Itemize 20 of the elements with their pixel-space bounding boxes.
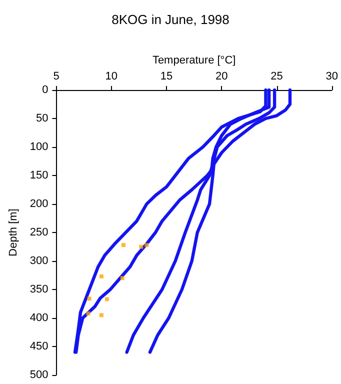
y-tick-label: 50 <box>36 112 48 124</box>
x-tick-label: 5 <box>53 70 60 82</box>
y-tick-label: 300 <box>30 255 48 267</box>
x-tick-label: 10 <box>105 70 118 82</box>
x-tick-label: 20 <box>216 70 228 82</box>
x-tick-label: 25 <box>270 70 283 82</box>
y-tick-label: 0 <box>42 84 48 96</box>
chart-title: 8KOG in June, 1998 <box>112 12 230 27</box>
x-tick-label: 30 <box>326 70 338 82</box>
y-axis-title: Depth [m] <box>8 208 20 256</box>
y-tick-label: 350 <box>30 284 48 296</box>
y-tick-label: 250 <box>30 226 48 238</box>
y-tick-label: 100 <box>30 141 48 153</box>
y-tick-label: 150 <box>30 170 48 182</box>
y-tick-label: 500 <box>30 369 48 381</box>
x-tick-label: 15 <box>160 70 173 82</box>
y-tick-label: 450 <box>30 340 48 352</box>
y-tick-label: 400 <box>30 312 48 324</box>
y-tick-label: 200 <box>30 198 48 210</box>
x-axis-title: Temperature [°C] <box>152 54 236 66</box>
